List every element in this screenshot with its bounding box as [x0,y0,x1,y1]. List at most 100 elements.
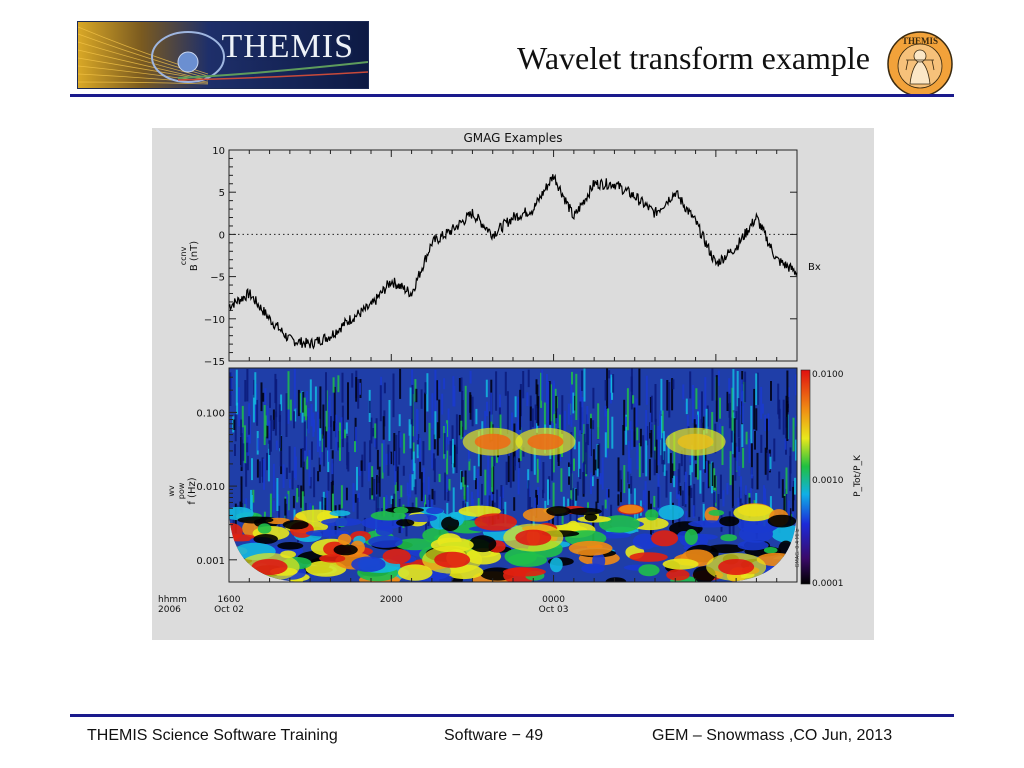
spectrogram-cell [240,476,243,510]
spectrogram-cell [536,423,538,433]
spectrogram-cell [238,387,241,427]
spectrogram-cell [628,485,631,511]
spectrogram-cell [419,437,422,476]
spectrogram-cell [617,494,620,506]
spectrogram-cell [490,392,493,422]
spectrogram-cell [288,446,291,473]
spectrogram-cell [355,426,357,452]
spectrogram-cell [644,481,647,514]
spectrogram-cell [399,368,402,399]
spectrogram-cell [711,462,714,486]
spectrogram-cell [291,470,294,490]
themis-emblem: THEMIS [886,30,954,98]
spectrogram-blob [629,552,668,562]
spectrogram-cell [285,467,288,479]
spectrogram-cell [303,421,306,451]
spectrogram-cell [789,508,792,520]
spectrogram-cell [293,446,296,478]
spectrogram-cell [785,417,787,455]
spectrogram-cell [669,491,672,510]
spectrogram-cell [706,405,709,427]
spectrogram-cell [319,440,322,465]
spectrogram-cell [479,439,482,476]
spectrogram-cell [760,386,763,419]
spectrogram-cell [363,441,366,471]
spectrogram-cell [286,494,289,516]
spectrogram-cell [499,496,501,509]
spectrogram-blob [733,504,775,522]
spectrogram-blob [546,506,572,517]
spectrogram-cell [438,473,441,483]
spectrogram-cell [671,378,674,411]
spectrogram-blob [645,509,659,521]
spectrogram-cell [246,369,249,402]
spectrogram-cell [583,461,586,494]
spectrogram-cell [347,452,350,472]
spectrogram-cell [688,485,691,518]
spectrogram-cell [374,436,377,448]
spectrogram-cell [568,466,571,477]
spectrogram-cell [538,456,541,470]
spectrogram-cell [427,499,430,511]
spectrogram-cell [695,388,698,410]
spectrogram-cell [501,486,504,499]
spectrogram-cell [604,499,607,509]
spectrogram-cell [552,439,555,473]
spectrogram-cell [481,483,483,505]
top-y-tick-label: 5 [219,188,225,199]
spectrogram-cell [469,392,472,413]
spectrogram-cell [766,418,768,453]
spectrogram-cell [475,478,477,490]
x-tick-label: 2000 [380,595,403,605]
spectrogram-cell [370,417,373,444]
spectrogram-cell [513,497,516,511]
spectrogram-cell [673,475,676,488]
spectrogram-cell [475,408,478,425]
spectrogram-cell [681,490,684,506]
spectrogram-cell [272,419,275,431]
spectrogram-cell [321,497,324,512]
spectrogram-cell [400,485,403,498]
spectrogram-cell [769,496,772,516]
spectrogram-cell [248,416,250,435]
spectrogram-cell [597,444,600,469]
spectrogram-cell [311,441,313,460]
spectrogram-cell [680,450,683,467]
spectrogram-cell [534,404,537,421]
spectrogram-cell [556,510,559,531]
x-tick-label: 1600 [218,595,241,605]
spectrogram-cell [339,422,341,461]
spectrogram-cell [699,470,702,494]
spectrogram-cell [786,400,789,441]
spectrogram-cell [604,432,607,458]
spectrogram-cell [702,416,705,438]
figure-svg: GMAG Examples 10 5 0 −5 −10 −15 Bx ccnv B (nT… [158,131,863,615]
spectrogram-cell [431,393,434,429]
spectrogram-cell [383,497,386,518]
spectrogram-cell [741,405,744,447]
spectrogram-cell [742,447,745,468]
spectrogram-cell [708,463,711,487]
spectrogram-cell [486,401,488,417]
spectrogram-cell [233,419,236,430]
spectrogram-cell [610,374,613,393]
spectrogram-cell [242,443,245,461]
spectrogram-cell [713,475,716,488]
spectrogram-cell [473,465,476,481]
spectrogram-cell [431,488,434,500]
spectrogram-cell [375,418,378,450]
spectrogram-blob [737,540,769,551]
spectrogram-cell [548,476,551,500]
spectrogram-cell [654,384,657,422]
spectrogram-cell [433,490,436,505]
spectrogram-cell [653,495,656,508]
spectrogram-cell [331,463,334,493]
spectrogram-cell [692,505,695,518]
spectrogram-cell [461,391,464,427]
spectrogram-cell [441,393,444,415]
spectrogram-cell [330,482,333,513]
spectrogram-cell [358,467,361,476]
spectrogram-cell [768,453,771,471]
spectrogram-cell [511,412,513,442]
spectrogram-cell [648,459,651,481]
